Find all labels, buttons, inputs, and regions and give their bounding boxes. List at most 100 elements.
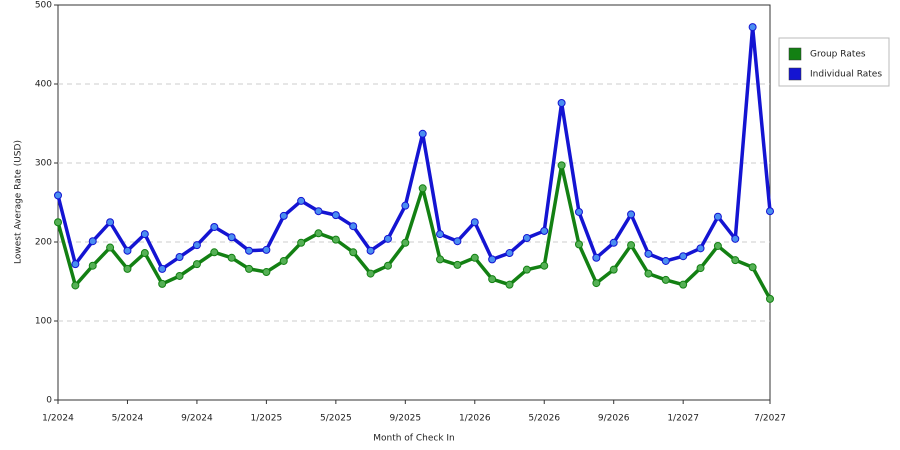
point	[592, 253, 601, 262]
point	[453, 237, 462, 246]
point	[71, 260, 80, 269]
point	[766, 207, 774, 216]
point	[175, 271, 184, 280]
point	[453, 260, 462, 269]
point	[366, 246, 375, 255]
point	[470, 253, 479, 262]
point	[557, 98, 566, 107]
point	[140, 230, 149, 239]
point	[106, 218, 115, 227]
point	[88, 261, 97, 270]
point	[488, 255, 497, 264]
plot-frame	[57, 4, 771, 401]
point	[262, 268, 271, 277]
point	[245, 246, 254, 255]
y-tick-label: 0	[46, 396, 52, 406]
point	[401, 201, 410, 210]
point	[696, 264, 705, 273]
point	[661, 275, 670, 284]
point	[88, 237, 97, 246]
point	[210, 248, 219, 257]
y-tick-label: 300	[35, 159, 52, 169]
point	[331, 235, 340, 244]
point	[592, 279, 601, 288]
point	[54, 191, 62, 200]
point	[522, 234, 531, 243]
point	[609, 238, 618, 247]
x-tick-label: 1/2026	[459, 414, 491, 424]
point	[279, 256, 288, 265]
point	[488, 275, 497, 284]
legend-swatch	[788, 67, 802, 81]
point	[696, 244, 705, 253]
point	[140, 249, 149, 258]
point	[540, 261, 549, 270]
y-tick-label: 400	[35, 80, 52, 90]
point	[436, 230, 445, 239]
point	[192, 241, 201, 250]
point	[505, 249, 514, 258]
point	[106, 243, 115, 252]
point	[123, 264, 132, 273]
point	[418, 184, 427, 193]
point	[192, 260, 201, 269]
point	[627, 210, 636, 219]
x-tick-label: 5/2025	[320, 414, 352, 424]
series-line	[56, 25, 772, 271]
y-tick-label: 200	[35, 238, 52, 248]
point	[609, 265, 618, 274]
y-axis-label: Lowest Average Rate (USD)	[14, 140, 24, 264]
point	[297, 196, 306, 205]
point	[383, 234, 392, 243]
point	[557, 161, 566, 170]
point	[661, 256, 670, 265]
x-tick-label: 1/2024	[42, 414, 74, 424]
point	[158, 279, 167, 288]
point	[54, 218, 62, 227]
point	[679, 252, 688, 261]
point	[418, 129, 427, 138]
point	[731, 234, 740, 243]
point	[627, 241, 636, 250]
x-tick-label: 5/2024	[112, 414, 144, 424]
point	[436, 255, 445, 264]
point	[349, 222, 358, 231]
point	[731, 256, 740, 265]
point	[210, 222, 219, 231]
x-tick-label: 9/2025	[389, 414, 421, 424]
x-tick-label: 9/2024	[181, 414, 213, 424]
point	[297, 238, 306, 247]
y-tick-label: 500	[35, 1, 52, 11]
point	[401, 238, 410, 247]
point	[766, 294, 774, 303]
point	[279, 211, 288, 220]
point	[366, 269, 375, 278]
point	[175, 253, 184, 262]
point	[644, 269, 653, 278]
point	[470, 218, 479, 227]
point	[644, 249, 653, 258]
point	[227, 233, 236, 242]
point	[505, 280, 514, 289]
point	[574, 240, 583, 249]
point	[158, 264, 167, 273]
point	[522, 265, 531, 274]
point	[331, 211, 340, 220]
x-tick-label: 5/2026	[528, 414, 560, 424]
point	[123, 246, 132, 255]
point	[314, 229, 323, 238]
point	[314, 207, 323, 216]
legend-swatch	[788, 47, 802, 61]
point	[262, 245, 271, 254]
point	[713, 212, 722, 221]
legend-label: Group Rates	[810, 50, 866, 60]
point	[679, 280, 688, 289]
point	[71, 281, 80, 290]
legend-label: Individual Rates	[810, 70, 882, 80]
point	[540, 226, 549, 235]
x-tick-label: 1/2027	[667, 414, 699, 424]
point	[227, 253, 236, 262]
x-tick-label: 9/2026	[598, 414, 630, 424]
x-tick-label: 1/2025	[251, 414, 283, 424]
